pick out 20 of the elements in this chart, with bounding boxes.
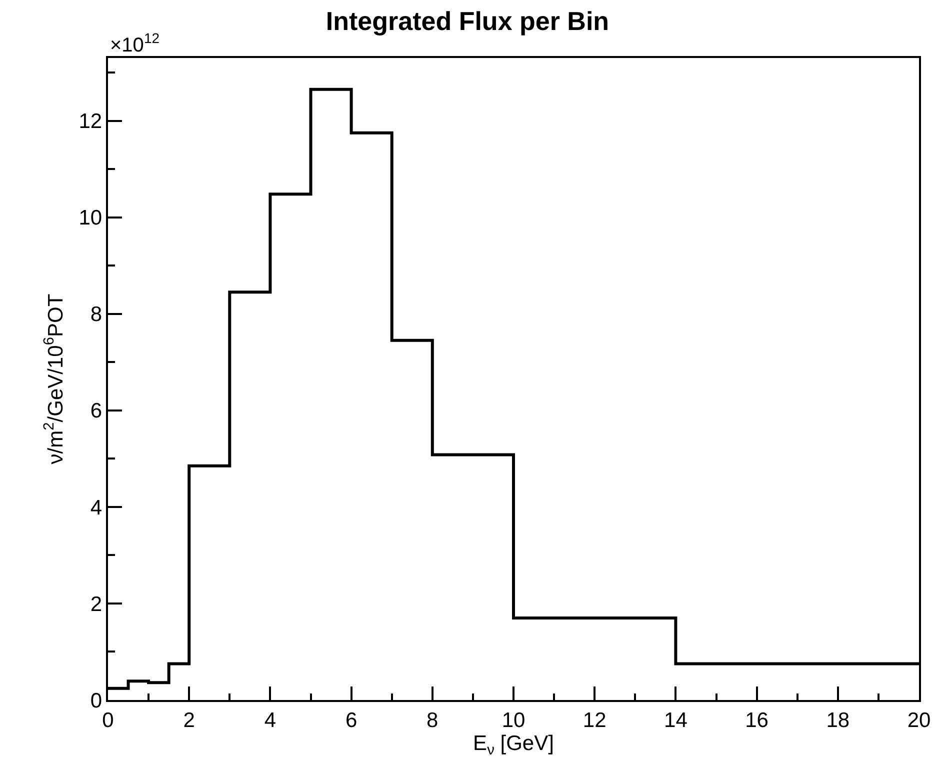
x-tick-label: 18: [826, 708, 850, 732]
x-tick-label: 4: [264, 708, 276, 732]
x-tick-label: 16: [745, 708, 768, 732]
y-tick-label: 2: [90, 592, 102, 616]
y-tick-label: 8: [90, 303, 102, 326]
x-tick-label: 6: [345, 708, 358, 732]
x-tick-label: 10: [502, 708, 526, 732]
y-tick-label: 0: [90, 689, 102, 712]
x-axis-title: E$_{ν}$ [GeV]: [473, 732, 554, 758]
y-tick-label: 6: [90, 400, 102, 423]
x-tick-label: 2: [183, 708, 195, 732]
y-tick-label: 10: [78, 206, 102, 230]
y-tick-label: 4: [90, 496, 102, 520]
y-tick-label: 12: [78, 110, 102, 134]
x-tick-label: 12: [582, 708, 606, 732]
chart-title: Integrated Flux per Bin: [326, 6, 610, 36]
text: ×10$^{12}$: [110, 30, 160, 56]
x-tick-label: 8: [426, 708, 438, 732]
x-tick-label: 14: [664, 708, 688, 732]
x-tick-label: 20: [907, 708, 931, 732]
